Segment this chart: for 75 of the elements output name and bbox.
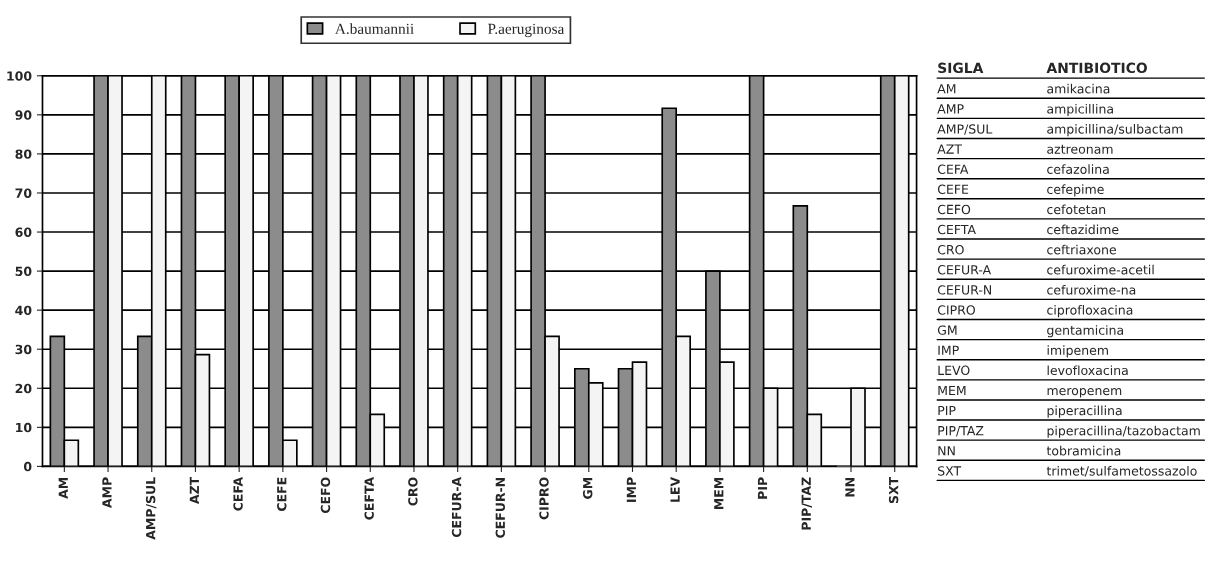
text: cefazolina bbox=[1047, 164, 1109, 174]
text: amikacina bbox=[1047, 83, 1110, 94]
text: cefuroxime-acetil bbox=[1047, 264, 1154, 275]
y-tick-label: 100 bbox=[7, 71, 32, 81]
y-tick-label: 80 bbox=[15, 149, 32, 159]
y-tick-label: 70 bbox=[15, 188, 32, 198]
text: piperacillina/tazobactam bbox=[1047, 425, 1200, 438]
x-tick-label: MEM bbox=[714, 477, 724, 510]
text: ampicillina/sulbactam bbox=[1047, 124, 1183, 137]
text: PIP/TAZ bbox=[938, 426, 984, 437]
text: ciprofloxacina bbox=[1047, 305, 1133, 318]
text: ceftriaxone bbox=[1047, 244, 1116, 255]
text: piperacillina bbox=[1047, 405, 1122, 418]
x-tick-label: CEFUR-N bbox=[495, 477, 506, 538]
text: CRO bbox=[937, 244, 964, 255]
y-tick-label: 60 bbox=[15, 227, 32, 237]
text: cefuroxime-na bbox=[1047, 284, 1136, 295]
text: NN bbox=[938, 446, 955, 456]
x-tick-label: CEFO bbox=[320, 477, 331, 514]
x-tick-label: CEFTA bbox=[364, 476, 374, 520]
x-tick-label: AMP/SUL bbox=[145, 477, 157, 540]
text: cefepime bbox=[1047, 184, 1104, 197]
legend-label: P.aeruginosa bbox=[487, 23, 565, 38]
x-tick-label: PIP bbox=[757, 477, 768, 499]
y-tick-label: 0 bbox=[23, 461, 32, 472]
text: IMP bbox=[938, 345, 959, 355]
text: AMP/SUL bbox=[937, 124, 993, 135]
x-tick-label: CIPRO bbox=[539, 477, 549, 520]
x-tick-label: GM bbox=[582, 477, 593, 499]
text: CEFUR-N bbox=[937, 285, 991, 295]
text: gentamicina bbox=[1047, 325, 1124, 338]
y-tick-label: 20 bbox=[15, 383, 32, 394]
x-tick-label: IMP bbox=[626, 477, 636, 502]
y-tick-label: 30 bbox=[15, 344, 32, 355]
text: tobramicina bbox=[1046, 445, 1121, 456]
text: ceftazidime bbox=[1047, 224, 1119, 235]
text: SIGLA bbox=[938, 62, 984, 74]
text: GM bbox=[937, 325, 957, 335]
text: ANTIBIOTICO bbox=[1046, 62, 1147, 74]
y-tick-label: 10 bbox=[16, 422, 32, 433]
legend-label: A.baumannii bbox=[334, 23, 414, 35]
text: CEFO bbox=[937, 204, 971, 215]
text: meropenem bbox=[1047, 388, 1122, 398]
x-tick-label: CEFUR-A bbox=[451, 476, 462, 538]
text: CEFE bbox=[937, 184, 969, 195]
text: MEM bbox=[938, 385, 966, 396]
text: CEFA bbox=[937, 164, 969, 174]
y-tick-label: 40 bbox=[15, 305, 32, 316]
x-tick-label: CRO bbox=[408, 477, 418, 506]
x-tick-label: LEV bbox=[670, 476, 680, 502]
text: SXT bbox=[938, 466, 962, 476]
y-tick-label: 90 bbox=[15, 110, 32, 120]
text: cefotetan bbox=[1047, 204, 1106, 215]
text: CEFTA bbox=[937, 224, 976, 235]
text: trimet/sulfametossazolo bbox=[1046, 465, 1197, 477]
x-tick-label: PIP/TAZ bbox=[801, 477, 812, 530]
text: ampicillina bbox=[1047, 103, 1113, 117]
text: CEFUR-A bbox=[937, 265, 992, 275]
text: aztreonam bbox=[1047, 144, 1113, 154]
text: LEVO bbox=[938, 365, 970, 376]
x-tick-label: NN bbox=[845, 477, 855, 497]
text: PIP bbox=[938, 406, 956, 416]
x-tick-label: AZT bbox=[189, 476, 199, 505]
text: CIPRO bbox=[937, 305, 975, 315]
text: AM bbox=[937, 84, 956, 94]
text: AZT bbox=[937, 144, 962, 154]
text: AMP bbox=[937, 104, 964, 114]
x-tick-label: SXT bbox=[888, 476, 899, 504]
x-tick-label: CEFA bbox=[233, 476, 243, 511]
x-tick-label: CEFE bbox=[277, 477, 287, 511]
y-tick-label: 50 bbox=[15, 266, 32, 277]
x-tick-label: AMP bbox=[102, 477, 112, 509]
text: imipenem bbox=[1047, 345, 1108, 358]
text: levofloxacina bbox=[1047, 365, 1128, 376]
x-tick-label: AM bbox=[58, 477, 68, 499]
